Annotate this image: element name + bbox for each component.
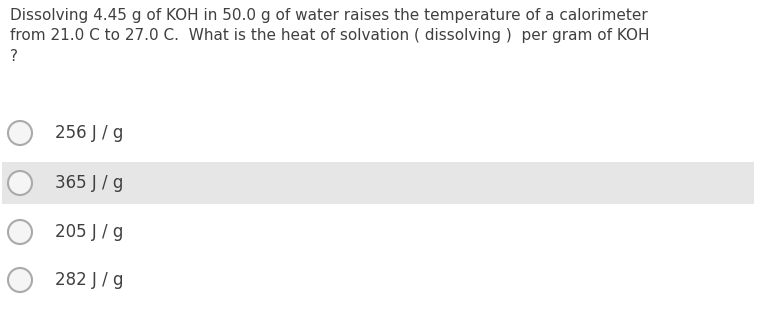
FancyBboxPatch shape xyxy=(2,162,754,204)
Circle shape xyxy=(8,171,32,195)
Text: 365 J / g: 365 J / g xyxy=(55,174,123,192)
Text: 256 J / g: 256 J / g xyxy=(55,124,123,142)
Text: 282 J / g: 282 J / g xyxy=(55,271,123,289)
Text: 205 J / g: 205 J / g xyxy=(55,223,123,241)
Text: Dissolving 4.45 g of KOH in 50.0 g of water raises the temperature of a calorime: Dissolving 4.45 g of KOH in 50.0 g of wa… xyxy=(10,8,650,64)
Circle shape xyxy=(8,268,32,292)
Circle shape xyxy=(8,121,32,145)
Circle shape xyxy=(8,220,32,244)
